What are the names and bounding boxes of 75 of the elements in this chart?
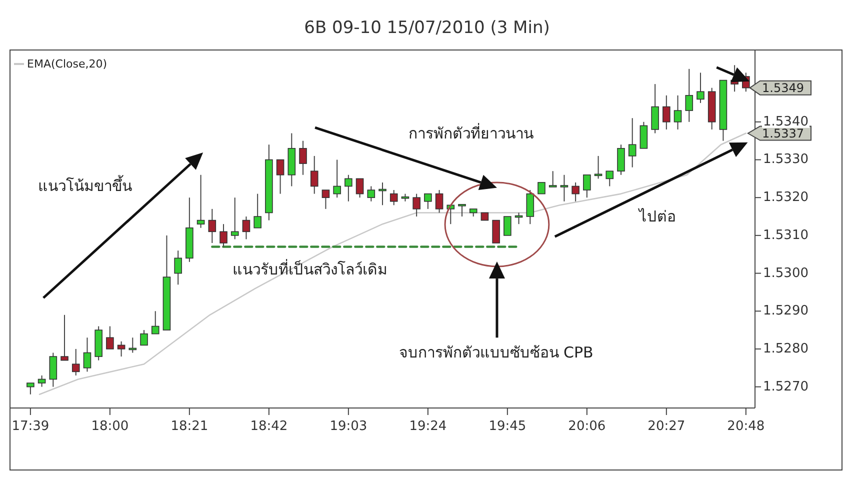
candlestick bbox=[674, 94, 682, 130]
candlestick bbox=[196, 174, 205, 228]
candlestick bbox=[412, 193, 420, 218]
annotation: การพักตัวที่ยาวนาน bbox=[408, 122, 534, 142]
candlestick bbox=[628, 118, 636, 168]
y-tick-label: 1.5310 bbox=[763, 228, 808, 243]
candlestick bbox=[651, 84, 659, 134]
annotation: แนวโน้มขาขึ้น bbox=[38, 175, 132, 196]
x-tick-label: 20:48 bbox=[727, 419, 765, 434]
candlestick bbox=[117, 340, 126, 358]
candlestick bbox=[333, 159, 341, 198]
candlestick bbox=[254, 193, 262, 228]
candlestick bbox=[38, 374, 46, 388]
candlestick bbox=[617, 144, 625, 176]
candlestick bbox=[367, 186, 376, 202]
candlestick bbox=[492, 220, 500, 244]
x-tick-label: 17:39 bbox=[12, 419, 50, 434]
x-tick-label: 19:24 bbox=[409, 419, 447, 434]
y-tick-label: 1.5280 bbox=[763, 341, 808, 356]
candlestick bbox=[344, 174, 352, 202]
candlestick bbox=[696, 72, 704, 104]
annotation: ไปต่อ bbox=[638, 208, 676, 226]
candlestick bbox=[606, 170, 614, 187]
candlestick bbox=[548, 170, 557, 188]
chart-title: 6B 09-10 15/07/2010 (3 Min) bbox=[304, 18, 550, 38]
candlestick bbox=[458, 204, 466, 218]
candlestick bbox=[538, 182, 546, 194]
y-tick-label: 1.5270 bbox=[763, 379, 808, 394]
candlestick bbox=[572, 182, 580, 202]
x-tick-label: 20:06 bbox=[568, 419, 606, 434]
candlestick bbox=[594, 155, 602, 180]
candlestick bbox=[72, 348, 80, 376]
candlestick bbox=[435, 190, 444, 214]
candlestick bbox=[504, 216, 512, 236]
x-tick-label: 18:00 bbox=[91, 419, 129, 434]
candlestick bbox=[356, 178, 364, 198]
x-tick-label: 19:03 bbox=[330, 419, 368, 434]
x-tick-label: 20:27 bbox=[648, 419, 686, 434]
x-tick-label: 18:42 bbox=[250, 419, 288, 434]
candlestick bbox=[49, 352, 58, 388]
legend-label: EMA(Close,20) bbox=[27, 58, 108, 70]
y-tick-label: 1.5300 bbox=[763, 266, 808, 281]
y-tick-label: 1.5330 bbox=[763, 152, 808, 168]
y-tick-label: 1.5340 bbox=[763, 114, 808, 130]
candlestick bbox=[140, 330, 148, 346]
candlestick bbox=[242, 216, 250, 240]
candlestick bbox=[151, 310, 160, 334]
candlestick bbox=[83, 337, 92, 372]
candlestick bbox=[560, 174, 568, 202]
candlestick bbox=[220, 224, 228, 248]
candlestick bbox=[390, 190, 398, 206]
annotation: จบการพักตัวแบบซับซ้อน CPB bbox=[398, 344, 594, 362]
candlestick bbox=[276, 159, 284, 194]
y-tick-label: 1.5290 bbox=[763, 304, 808, 319]
candlestick bbox=[106, 326, 114, 350]
candlestick bbox=[640, 121, 648, 149]
candlestick bbox=[310, 155, 318, 194]
candlestick bbox=[583, 174, 591, 198]
candlestick bbox=[26, 382, 34, 395]
candlestick bbox=[299, 140, 307, 176]
candlestick bbox=[174, 250, 182, 286]
text: 1.5349 bbox=[762, 80, 804, 95]
x-tick-label: 19:45 bbox=[488, 419, 526, 434]
annotation: แนวรับที่เป็นสวิงโลว์เดิม bbox=[232, 258, 388, 278]
y-tick-label: 1.5320 bbox=[763, 190, 808, 206]
candlestick bbox=[662, 94, 670, 130]
candlestick bbox=[230, 197, 239, 240]
x-tick-label: 18:21 bbox=[170, 419, 208, 434]
candlestick bbox=[208, 208, 216, 244]
candlestick bbox=[526, 190, 534, 225]
candlestick bbox=[378, 182, 386, 206]
candlestick bbox=[60, 314, 68, 361]
candlestick bbox=[685, 68, 694, 122]
candlestick bbox=[424, 193, 432, 210]
candlestick bbox=[322, 190, 330, 210]
